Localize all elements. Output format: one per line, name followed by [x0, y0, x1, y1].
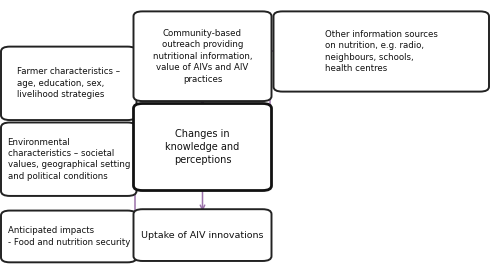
Text: Environmental
characteristics – societal
values, geographical setting
and politi: Environmental characteristics – societal… — [8, 138, 130, 181]
FancyBboxPatch shape — [134, 11, 272, 101]
Text: Farmer characteristics –
age, education, sex,
livelihood strategies: Farmer characteristics – age, education,… — [17, 67, 120, 99]
Text: Uptake of AIV innovations: Uptake of AIV innovations — [141, 231, 264, 240]
FancyBboxPatch shape — [1, 47, 136, 120]
FancyBboxPatch shape — [274, 11, 489, 92]
Text: Changes in
knowledge and
perceptions: Changes in knowledge and perceptions — [166, 129, 240, 165]
Text: Other information sources
on nutrition, e.g. radio,
neighbours, schools,
health : Other information sources on nutrition, … — [325, 30, 438, 73]
Text: Anticipated impacts
- Food and nutrition security: Anticipated impacts - Food and nutrition… — [8, 226, 130, 247]
Text: Community-based
outreach providing
nutritional information,
value of AIVs and AI: Community-based outreach providing nutri… — [152, 29, 252, 84]
FancyBboxPatch shape — [134, 104, 272, 191]
FancyBboxPatch shape — [134, 209, 272, 261]
FancyBboxPatch shape — [1, 211, 136, 262]
FancyBboxPatch shape — [1, 122, 136, 196]
